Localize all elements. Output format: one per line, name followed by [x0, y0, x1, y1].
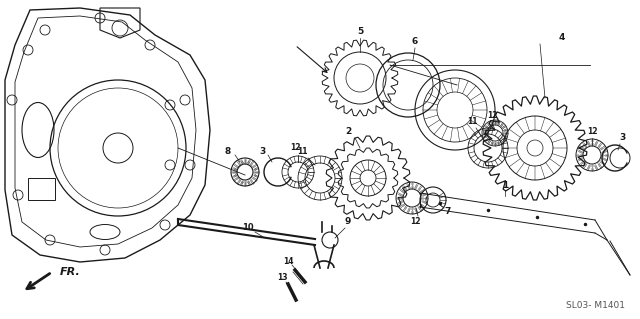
Text: 12: 12 — [290, 144, 300, 152]
Text: 7: 7 — [445, 207, 451, 217]
Text: 3: 3 — [259, 147, 265, 157]
Text: 11: 11 — [297, 147, 307, 157]
Text: 12: 12 — [410, 218, 420, 226]
Text: 5: 5 — [357, 27, 363, 36]
Text: FR.: FR. — [60, 267, 81, 277]
Text: 2: 2 — [345, 128, 351, 137]
Text: 12: 12 — [587, 128, 597, 137]
Text: 1: 1 — [502, 181, 508, 189]
Text: 3: 3 — [619, 133, 625, 143]
Text: 13: 13 — [276, 273, 287, 283]
Text: 4: 4 — [559, 33, 565, 42]
Text: 10: 10 — [242, 224, 254, 233]
Text: 6: 6 — [412, 38, 418, 47]
Text: 8: 8 — [225, 147, 231, 157]
Text: 14: 14 — [283, 257, 293, 266]
Text: 9: 9 — [345, 218, 351, 226]
Text: 11: 11 — [467, 117, 477, 127]
Text: 12: 12 — [487, 110, 497, 120]
Text: SL03- M1401: SL03- M1401 — [566, 300, 625, 309]
